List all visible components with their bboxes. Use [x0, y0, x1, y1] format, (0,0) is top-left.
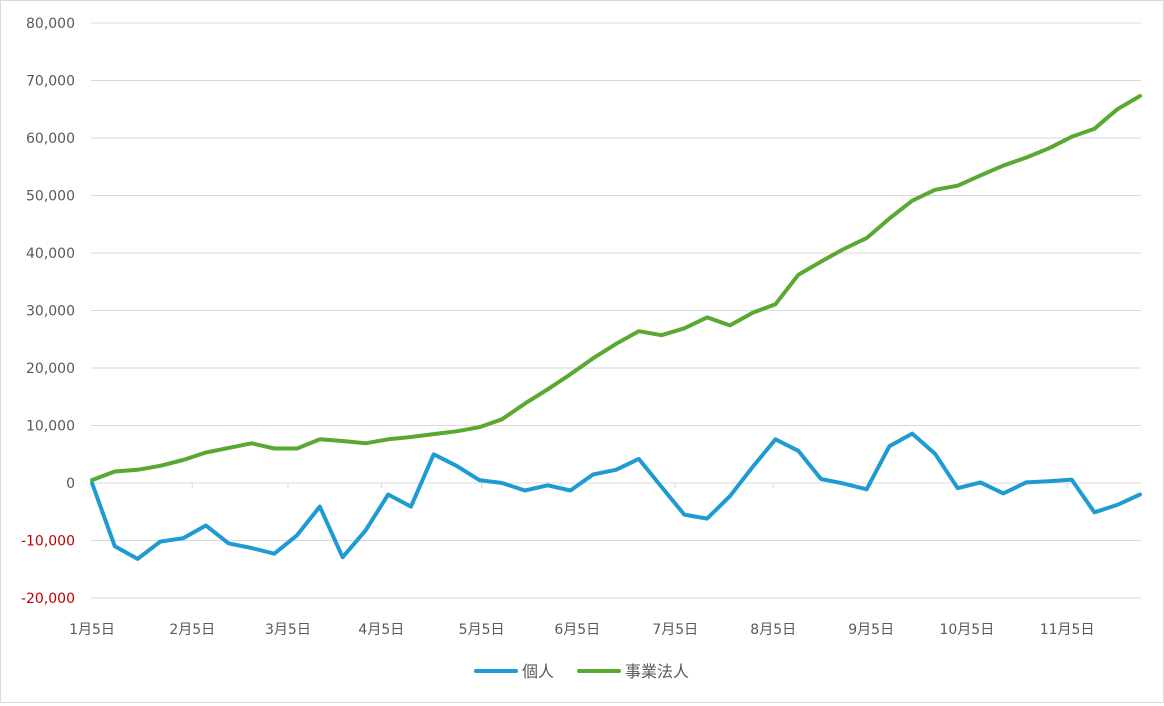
- x-tick-label: 1月5日: [69, 622, 115, 638]
- x-tick-label: 7月5日: [652, 622, 698, 638]
- y-tick-label: 30,000: [26, 304, 75, 320]
- series-lines: [90, 94, 1142, 561]
- x-tick-label: 3月5日: [265, 622, 311, 638]
- legend: 個人 事業法人: [474, 662, 689, 681]
- y-tick-label: 60,000: [26, 131, 75, 147]
- series-line-kojin: [90, 431, 1142, 561]
- x-axis-tick-labels: 1月5日 2月5日 3月5日 4月5日 5月5日 6月5日 7月5日 8月5日 9月5日 10月5…: [69, 622, 1094, 638]
- gridlines: [91, 22, 1141, 599]
- y-tick-label: 10,000: [26, 419, 75, 435]
- legend-label: 事業法人: [625, 662, 689, 681]
- y-tick-label: 40,000: [26, 246, 75, 262]
- x-tick-label: 4月5日: [358, 622, 404, 638]
- y-tick-label: 50,000: [26, 189, 75, 205]
- x-tick-label: 9月5日: [848, 622, 894, 638]
- y-tick-label: 20,000: [26, 361, 75, 377]
- y-tick-label: 80,000: [26, 16, 75, 32]
- x-tick-label: 6月5日: [554, 622, 600, 638]
- y-axis-tick-labels: 80,000 70,000 60,000 50,000 40,000 30,000 20,0…: [21, 16, 75, 607]
- x-tick-label: 11月5日: [1040, 622, 1095, 638]
- y-tick-label: 70,000: [26, 74, 75, 90]
- x-tick-label: 2月5日: [169, 622, 215, 638]
- y-tick-label: 0: [66, 476, 75, 492]
- x-tick-label: 5月5日: [459, 622, 505, 638]
- x-tick-label: 10月5日: [939, 622, 994, 638]
- y-tick-label: -20,000: [21, 591, 75, 607]
- y-tick-label: -10,000: [21, 534, 75, 550]
- x-tick-label: 8月5日: [750, 622, 796, 638]
- legend-label: 個人: [522, 662, 554, 681]
- series-line-jigyouhoujin: [90, 94, 1142, 483]
